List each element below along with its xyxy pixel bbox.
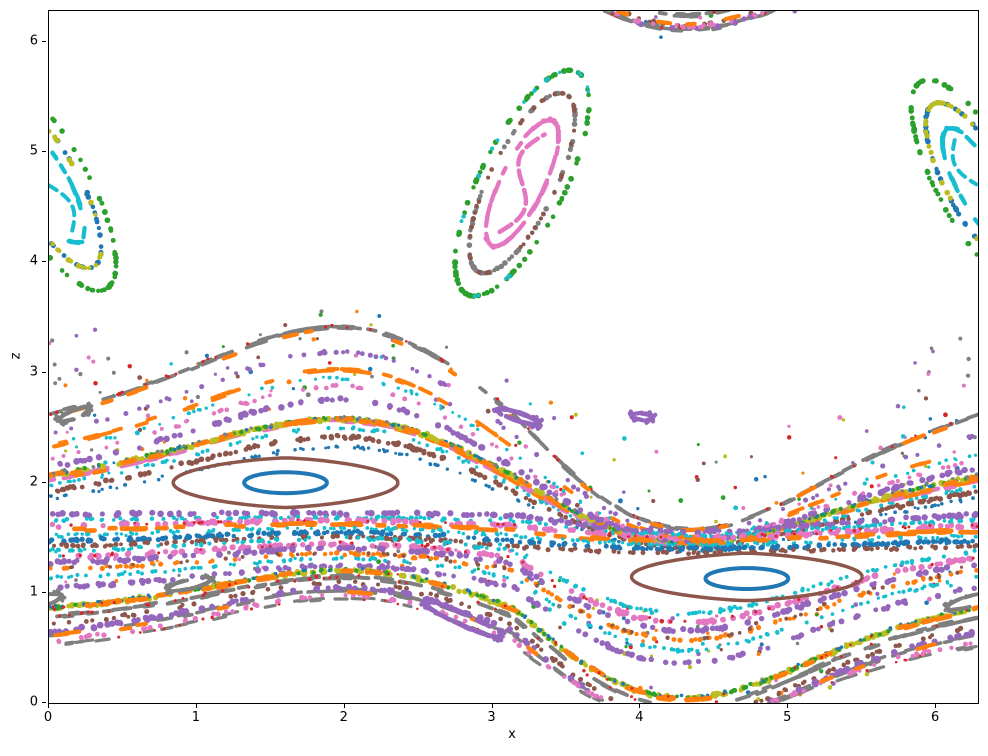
- y-tick-mark: [42, 151, 46, 153]
- y-tick-label: 1: [29, 584, 38, 600]
- x-tick-label: 2: [339, 710, 348, 725]
- y-tick-label: 0: [29, 694, 38, 710]
- y-tick-label: 6: [29, 33, 38, 49]
- x-tick-label: 6: [930, 710, 940, 725]
- x-tick-mark: [343, 704, 345, 708]
- x-tick-label: 3: [487, 710, 496, 725]
- y-tick-mark: [42, 41, 46, 43]
- y-axis-label: z: [8, 352, 24, 360]
- x-tick-mark: [787, 704, 789, 708]
- y-tick-mark: [42, 481, 46, 483]
- y-tick-label: 5: [29, 143, 38, 159]
- y-tick-mark: [42, 371, 46, 373]
- y-tick-label: 4: [29, 253, 38, 269]
- x-tick-mark: [48, 704, 49, 708]
- x-tick-label: 1: [191, 710, 200, 725]
- y-tick-label: 3: [29, 364, 38, 380]
- x-tick-label: 5: [783, 710, 792, 725]
- y-tick-mark: [42, 702, 46, 703]
- x-tick-label: 4: [635, 710, 644, 725]
- x-tick-mark: [935, 704, 937, 708]
- y-tick-mark: [42, 591, 46, 593]
- x-tick-mark: [639, 704, 641, 708]
- x-tick-mark: [491, 704, 493, 708]
- poincare-scatter-canvas: [49, 11, 978, 703]
- y-tick-label: 2: [29, 474, 38, 490]
- x-tick-mark: [195, 704, 197, 708]
- y-tick-mark: [42, 261, 46, 263]
- x-axis-label: x: [508, 727, 516, 742]
- x-tick-label: 0: [43, 710, 53, 725]
- plot-area: [48, 10, 979, 704]
